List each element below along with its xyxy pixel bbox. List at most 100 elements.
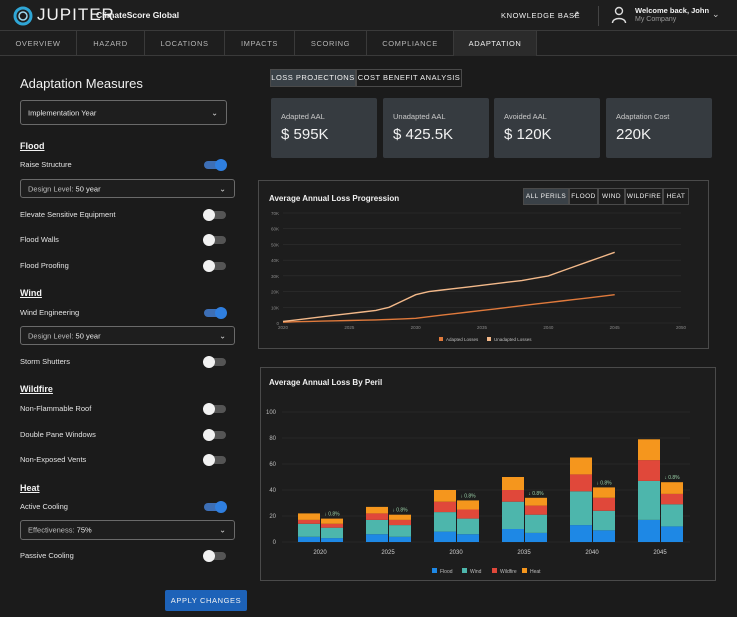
tab-overview[interactable]: OVERVIEW	[0, 31, 77, 56]
toggle-active-cooling[interactable]	[204, 501, 227, 513]
toggle-flood-walls[interactable]	[203, 234, 226, 246]
select-value: Implementation Year	[28, 108, 97, 117]
y-tick-label: 60	[269, 462, 276, 468]
reduction-label: ↓ 0.8%	[528, 491, 544, 497]
filter-heat[interactable]: HEAT	[663, 188, 689, 205]
toggle-double-pane-windows[interactable]	[203, 429, 226, 441]
tab-loss-projections[interactable]: LOSS PROJECTIONS	[270, 69, 356, 87]
panel-title: Adaptation Measures	[20, 76, 143, 91]
bar-segment	[298, 513, 320, 520]
tab-adaptation[interactable]: ADAPTATION	[454, 31, 537, 56]
design-level-value: 50 year	[75, 331, 101, 340]
toggle-wind-engineering[interactable]	[204, 307, 227, 319]
effectiveness-value: 75%	[76, 525, 92, 535]
bar-segment	[638, 460, 660, 481]
chart-title: Average Annual Loss Progression	[269, 194, 400, 203]
bar-segment	[570, 525, 592, 542]
x-tick-label: 2020	[313, 550, 327, 556]
toggle-elevate-equipment[interactable]	[203, 209, 226, 221]
bar-segment	[661, 482, 683, 494]
option-double-pane-windows: Double Pane Windows	[20, 430, 96, 439]
design-level-prefix: Design Level:	[28, 331, 74, 340]
y-tick-label: 70K	[271, 211, 279, 216]
option-wind-engineering: Wind Engineering	[20, 308, 80, 317]
bar-segment	[366, 534, 388, 542]
main-nav: OVERVIEW HAZARD LOCATIONS IMPACTS SCORIN…	[0, 30, 737, 56]
external-link-icon[interactable]: ↗	[572, 9, 580, 19]
y-tick-label: 80	[269, 436, 276, 442]
chevron-down-icon[interactable]: ⌄	[712, 9, 720, 19]
toggle-passive-cooling[interactable]	[203, 550, 226, 562]
bar-segment	[593, 530, 615, 542]
bar-segment	[457, 500, 479, 510]
toggle-flood-proofing[interactable]	[203, 260, 226, 272]
toggle-nonflammable-roof[interactable]	[203, 403, 226, 415]
bar-segment	[366, 506, 388, 514]
apply-changes-button[interactable]: APPLY CHANGES	[165, 590, 247, 611]
bar-segment	[525, 505, 547, 515]
y-tick-label: 50K	[271, 242, 279, 247]
y-tick-label: 100	[266, 410, 277, 416]
bar-segment	[502, 529, 524, 542]
legend-label: Adapted Losses	[446, 337, 479, 342]
metric-card-avoided-aal: Avoided AAL $ 120K	[494, 98, 600, 158]
y-tick-label: 40	[269, 488, 276, 494]
metric-card-unadapted-aal: Unadapted AAL $ 425.5K	[383, 98, 489, 158]
knowledge-base-link[interactable]: KNOWLEDGE BASE	[501, 11, 581, 20]
x-tick-label: 2030	[411, 325, 422, 330]
legend-swatch	[487, 337, 491, 341]
filter-wind[interactable]: WIND	[598, 188, 625, 205]
product-name: ClimateScore Global	[96, 10, 180, 20]
option-nonflammable-roof: Non-Flammable Roof	[20, 404, 92, 413]
legend-swatch	[432, 568, 437, 573]
metric-value: $ 595K	[281, 126, 329, 143]
toggle-nonexposed-vents[interactable]	[203, 454, 226, 466]
tab-compliance[interactable]: COMPLIANCE	[367, 31, 454, 56]
metric-label: Unadapted AAL	[393, 112, 446, 121]
effectiveness-select[interactable]: Effectiveness: 75% ⌄	[20, 520, 235, 540]
metric-value: $ 425.5K	[393, 126, 454, 143]
wind-design-level-select[interactable]: Design Level: 50 year ⌄	[20, 326, 235, 345]
user-icon[interactable]	[611, 6, 627, 24]
y-tick-label: 40K	[271, 258, 279, 263]
y-tick-label: 60K	[271, 227, 279, 232]
flood-design-level-select[interactable]: Design Level: 50 year ⌄	[20, 179, 235, 198]
bar-segment	[593, 487, 615, 498]
section-wildfire: Wildfire	[20, 384, 53, 394]
bar-segment	[389, 525, 411, 537]
implementation-year-select[interactable]: Implementation Year ⌄	[20, 100, 227, 125]
brand-name[interactable]: JUPITER	[37, 5, 115, 24]
filter-wildfire[interactable]: WILDFIRE	[625, 188, 663, 205]
tab-locations[interactable]: LOCATIONS	[145, 31, 225, 56]
effectiveness-prefix: Effectiveness:	[28, 525, 75, 535]
legend-label: Flood	[440, 569, 453, 575]
y-tick-label: 10K	[271, 305, 279, 310]
legend-swatch	[462, 568, 467, 573]
metric-card-adapted-aal: Adapted AAL $ 595K	[271, 98, 377, 158]
option-active-cooling: Active Cooling	[20, 502, 68, 511]
x-tick-label: 2045	[653, 550, 667, 556]
tab-cost-benefit-analysis[interactable]: COST BENEFIT ANALYSIS	[356, 69, 462, 87]
x-tick-label: 2045	[610, 325, 621, 330]
loss-progression-chart: 0 10K 20K 30K 40K 50K 60K 70K 2020 2025 2030 2035 20…	[271, 211, 687, 342]
bar-segment	[593, 497, 615, 511]
bar-segment	[457, 509, 479, 519]
x-tick-label: 2040	[585, 550, 599, 556]
chevron-down-icon: ⌄	[219, 184, 226, 193]
filter-flood[interactable]: FLOOD	[569, 188, 598, 205]
option-storm-shutters: Storm Shutters	[20, 357, 71, 366]
bar-segment	[434, 531, 456, 542]
toggle-raise-structure[interactable]	[204, 159, 227, 171]
tab-hazard[interactable]: HAZARD	[77, 31, 145, 56]
legend-swatch	[492, 568, 497, 573]
filter-all-perils[interactable]: ALL PERILS	[523, 188, 569, 205]
bar-segment	[661, 526, 683, 542]
tab-scoring[interactable]: SCORING	[295, 31, 367, 56]
bar-segment	[638, 519, 660, 542]
toggle-storm-shutters[interactable]	[203, 356, 226, 368]
y-tick-label: 20	[269, 514, 276, 520]
bar-segment	[661, 493, 683, 505]
series-line	[282, 251, 615, 323]
tab-impacts[interactable]: IMPACTS	[225, 31, 295, 56]
company-name: My Company	[635, 16, 677, 23]
